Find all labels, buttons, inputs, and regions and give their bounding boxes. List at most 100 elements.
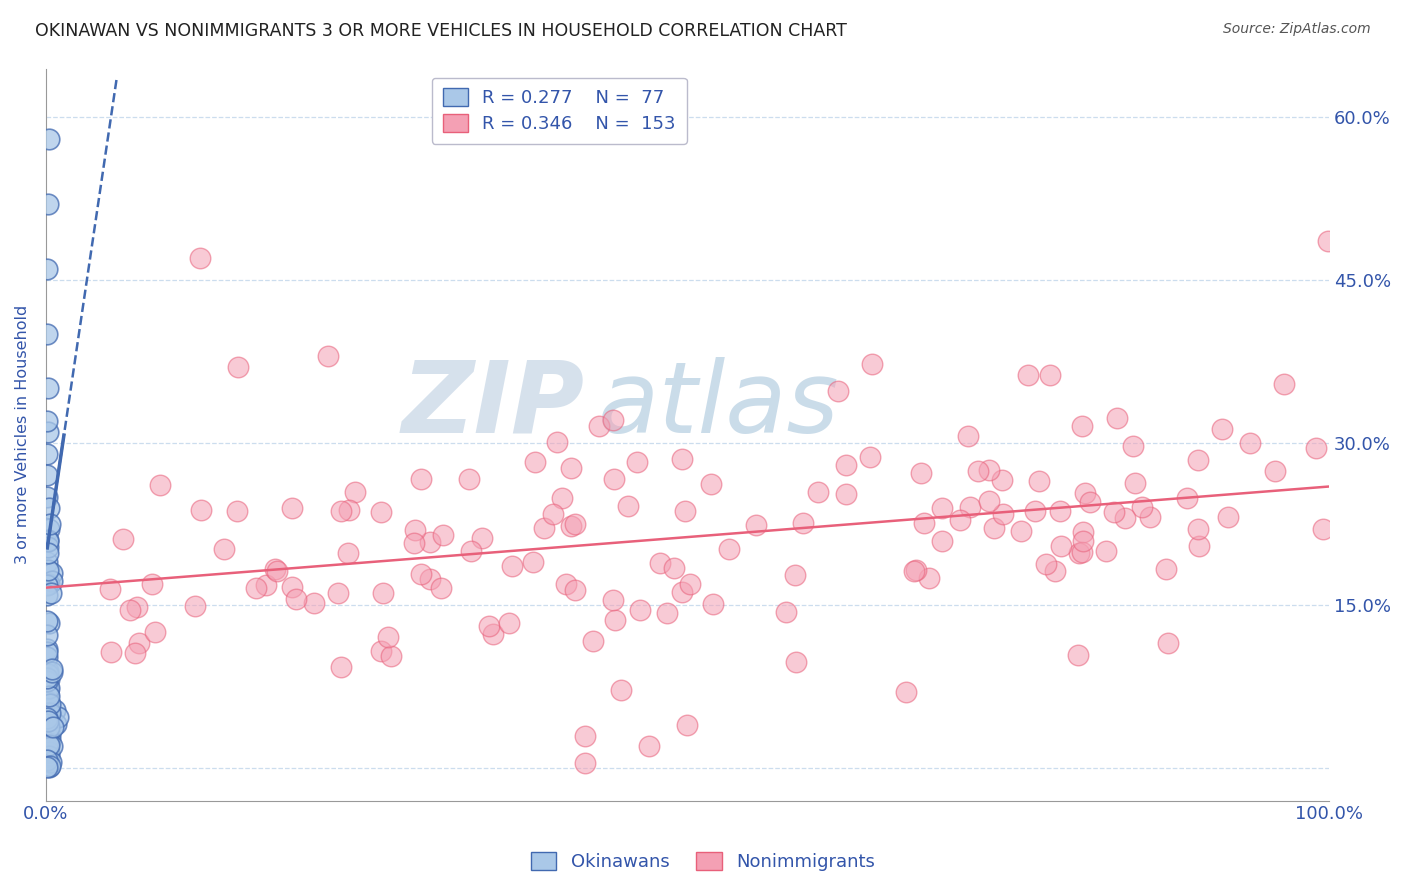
Point <box>38 673 60 687</box>
Point <box>785 655 807 669</box>
Point <box>344 485 367 500</box>
Point <box>993 507 1015 521</box>
Point <box>37 262 59 277</box>
Point <box>905 563 928 577</box>
Point <box>617 499 640 513</box>
Point <box>626 455 648 469</box>
Point <box>700 477 723 491</box>
Point <box>1049 539 1071 553</box>
Point <box>37 754 59 768</box>
Point <box>402 536 425 550</box>
Point <box>38 576 60 591</box>
Point <box>45 716 67 731</box>
Point <box>546 434 568 449</box>
Point <box>141 576 163 591</box>
Point <box>1312 522 1334 536</box>
Point <box>628 603 651 617</box>
Point <box>336 546 359 560</box>
Point <box>655 606 678 620</box>
Point <box>574 756 596 770</box>
Point <box>1107 410 1129 425</box>
Point <box>1071 544 1094 558</box>
Legend: Okinawans, Nonimmigrants: Okinawans, Nonimmigrants <box>523 846 883 879</box>
Point <box>226 504 249 518</box>
Point <box>39 586 62 600</box>
Point <box>37 695 59 709</box>
Point <box>254 578 277 592</box>
Point <box>145 625 167 640</box>
Point <box>554 577 576 591</box>
Point <box>37 706 59 721</box>
Point <box>326 586 349 600</box>
Point <box>42 721 65 735</box>
Point <box>37 681 59 696</box>
Point <box>37 710 59 724</box>
Point <box>1114 511 1136 525</box>
Point <box>38 709 60 723</box>
Point <box>125 599 148 614</box>
Point <box>37 628 59 642</box>
Point <box>564 517 586 532</box>
Point <box>280 580 302 594</box>
Point <box>120 602 142 616</box>
Point <box>148 477 170 491</box>
Point <box>37 714 59 728</box>
Point <box>1139 509 1161 524</box>
Point <box>98 582 121 596</box>
Point <box>46 710 69 724</box>
Point <box>37 555 59 569</box>
Point <box>337 502 360 516</box>
Point <box>190 502 212 516</box>
Point <box>404 523 426 537</box>
Point <box>1123 475 1146 490</box>
Point <box>792 516 814 530</box>
Point <box>1049 504 1071 518</box>
Point <box>1239 436 1261 450</box>
Point <box>37 533 59 548</box>
Y-axis label: 3 or more Vehicles in Household: 3 or more Vehicles in Household <box>15 305 30 565</box>
Point <box>37 545 59 559</box>
Point <box>1043 564 1066 578</box>
Point <box>560 519 582 533</box>
Point <box>302 596 325 610</box>
Point <box>460 544 482 558</box>
Point <box>1264 464 1286 478</box>
Point <box>377 630 399 644</box>
Point <box>329 504 352 518</box>
Point <box>650 556 672 570</box>
Point <box>41 574 63 588</box>
Point <box>783 568 806 582</box>
Point <box>37 577 59 591</box>
Point <box>38 500 60 515</box>
Point <box>574 729 596 743</box>
Point <box>37 490 59 504</box>
Point <box>37 734 59 748</box>
Point <box>662 560 685 574</box>
Point <box>39 517 62 532</box>
Point <box>37 533 59 548</box>
Point <box>37 686 59 700</box>
Point <box>432 528 454 542</box>
Point <box>128 635 150 649</box>
Point <box>1078 495 1101 509</box>
Point <box>38 615 60 630</box>
Point <box>1175 491 1198 505</box>
Point <box>38 720 60 734</box>
Point <box>419 572 441 586</box>
Point <box>281 500 304 515</box>
Point <box>1074 486 1097 500</box>
Point <box>41 662 63 676</box>
Point <box>411 472 433 486</box>
Point <box>1039 368 1062 383</box>
Point <box>37 197 59 211</box>
Point <box>37 730 59 744</box>
Point <box>37 541 59 555</box>
Point <box>37 739 59 753</box>
Point <box>38 738 60 752</box>
Point <box>827 384 849 398</box>
Point <box>37 726 59 740</box>
Point <box>37 523 59 537</box>
Point <box>228 359 250 374</box>
Point <box>1132 500 1154 514</box>
Point <box>212 541 235 556</box>
